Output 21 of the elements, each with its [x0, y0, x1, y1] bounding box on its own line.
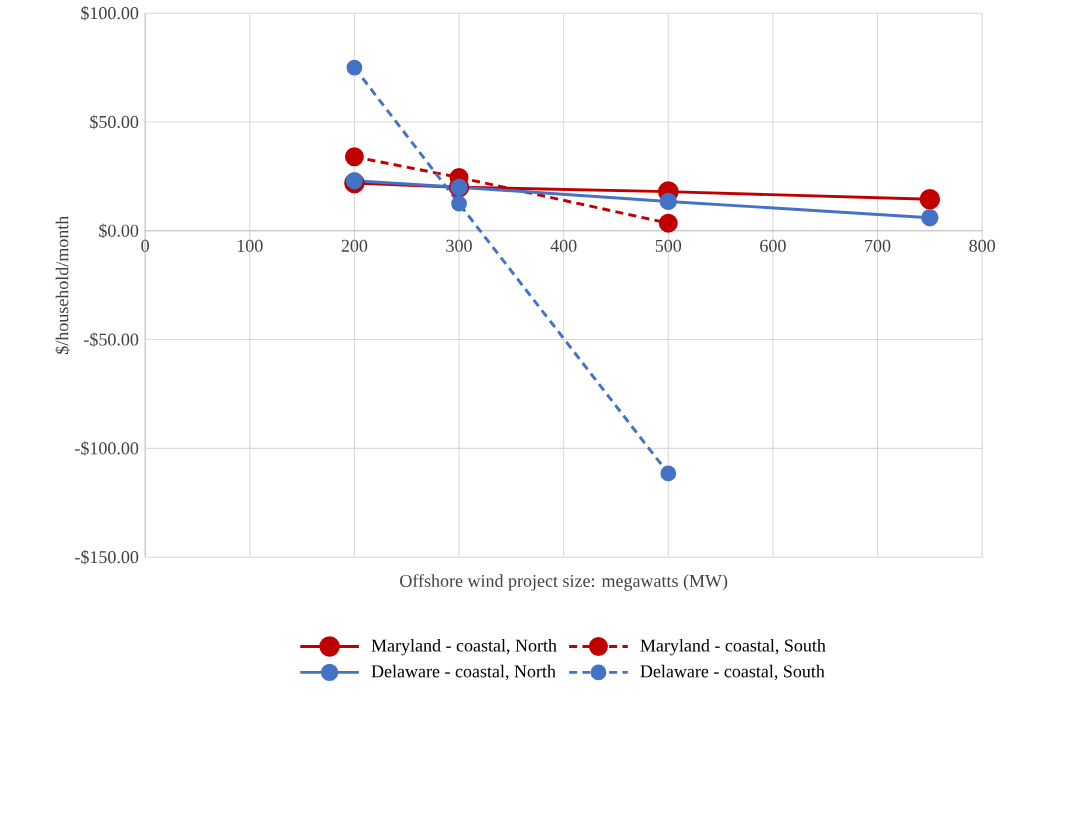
x-tick-label: 400 [550, 239, 577, 252]
x-axis-title: Offshore wind project size: megawatts (MW) [400, 573, 728, 591]
x-tick-label: 500 [655, 239, 682, 252]
y-tick-label: $0.00 [99, 223, 139, 238]
x-tick-label: 300 [446, 239, 472, 252]
y-axis-title: $/household/month [55, 215, 70, 354]
y-tick-label: $100.00 [81, 5, 139, 21]
x-tick-label: 200 [341, 239, 368, 252]
y-tick-label: -$50.00 [84, 332, 139, 347]
y-tick-label: -$100.00 [75, 440, 139, 456]
legend-label: Delaware - coastal, North [371, 664, 556, 680]
x-tick-label: 0 [141, 239, 149, 252]
x-tick-label: 100 [237, 239, 263, 252]
x-tick-label: 600 [760, 239, 786, 252]
y-tick-label: -$150.00 [75, 549, 139, 565]
legend-label: Delaware - coastal, South [640, 664, 825, 680]
legend-label: Maryland - coastal, North [371, 638, 557, 656]
y-tick-label: $50.00 [90, 114, 139, 129]
legend-label: Maryland - coastal, South [640, 638, 826, 656]
x-tick-label: 700 [865, 239, 891, 252]
x-tick-label: 800 [969, 239, 995, 252]
